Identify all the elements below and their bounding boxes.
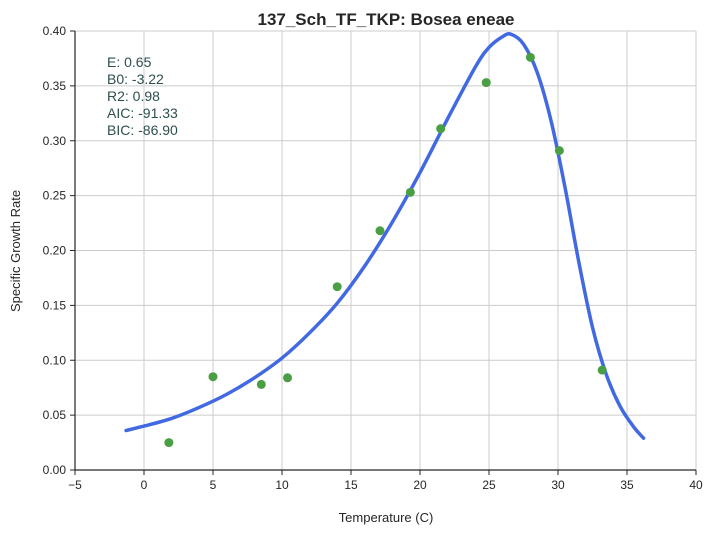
y-tick-label: 0.40 bbox=[43, 24, 67, 38]
x-axis-label: Temperature (C) bbox=[339, 510, 434, 525]
fit-curve-layer bbox=[124, 32, 646, 440]
fit-curve-line bbox=[124, 32, 646, 440]
y-tick-label: 0.10 bbox=[43, 353, 67, 367]
x-tick-label: 20 bbox=[413, 478, 427, 492]
fit-statistic: BIC: -86.90 bbox=[107, 122, 178, 138]
y-tick-label: 0.30 bbox=[43, 134, 67, 148]
data-point bbox=[436, 124, 446, 134]
data-point bbox=[405, 187, 415, 197]
y-axis-label: Specific Growth Rate bbox=[8, 190, 23, 312]
ticks: −5 0 5 10 15 20 25 30 35 40 0.00 0.05 0.10 0.15 0.20 0.… bbox=[43, 24, 703, 492]
data-points-layer bbox=[164, 52, 607, 448]
data-point bbox=[525, 52, 535, 62]
data-point bbox=[597, 365, 607, 375]
data-point bbox=[164, 438, 174, 448]
x-tick-label: 15 bbox=[344, 478, 358, 492]
fit-statistic: E: 0.65 bbox=[107, 54, 152, 70]
x-tick-label: 25 bbox=[482, 478, 496, 492]
fit-statistic: B0: -3.22 bbox=[107, 71, 164, 87]
x-tick-label: 40 bbox=[689, 478, 703, 492]
x-tick-label: 35 bbox=[620, 478, 634, 492]
fit-statistic: AIC: -91.33 bbox=[107, 105, 178, 121]
x-tick-label: 30 bbox=[551, 478, 565, 492]
x-tick-label: 0 bbox=[141, 478, 148, 492]
y-tick-label: 0.15 bbox=[43, 298, 67, 312]
data-point bbox=[375, 226, 385, 236]
y-tick-label: 0.25 bbox=[43, 189, 67, 203]
y-tick-label: 0.00 bbox=[43, 463, 67, 477]
data-point bbox=[208, 372, 218, 382]
y-tick-label: 0.20 bbox=[43, 244, 67, 258]
x-tick-label: 5 bbox=[210, 478, 217, 492]
data-point bbox=[256, 379, 266, 389]
y-tick-label: 0.35 bbox=[43, 79, 67, 93]
y-tick-label: 0.05 bbox=[43, 408, 67, 422]
chart-title: 137_Sch_TF_TKP: Bosea eneae bbox=[257, 10, 514, 29]
data-point bbox=[554, 146, 564, 156]
data-point bbox=[283, 373, 293, 383]
x-tick-label: 10 bbox=[275, 478, 289, 492]
fit-statistic: R2: 0.98 bbox=[107, 88, 160, 104]
data-point bbox=[481, 78, 491, 88]
data-point bbox=[332, 282, 342, 292]
x-tick-label: −5 bbox=[68, 478, 82, 492]
